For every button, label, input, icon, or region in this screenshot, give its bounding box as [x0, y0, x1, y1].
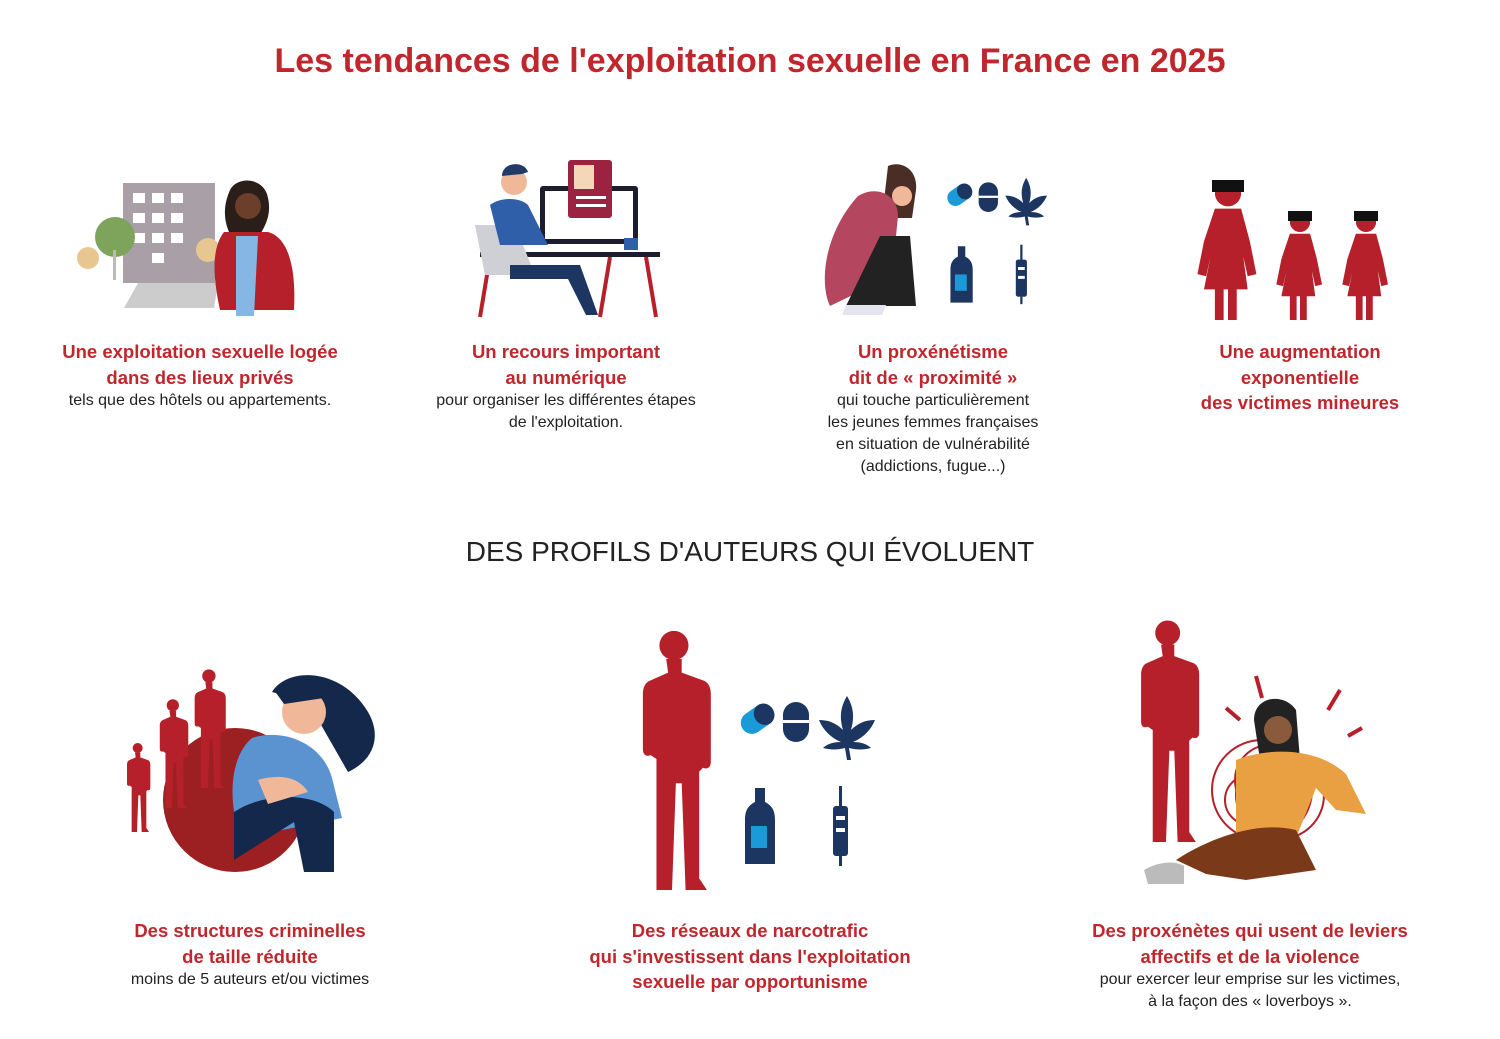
block-text-line: en situation de vulnérabilité: [836, 436, 1030, 453]
block-text-line: les jeunes femmes françaises: [827, 414, 1039, 431]
illustration-loverboys: [1141, 620, 1366, 884]
text-block: Des réseaux de narcotrafic qui s'investis…: [530, 918, 970, 995]
block-heading-line: dans des lieux privés: [106, 366, 294, 388]
text-block: Des structures criminelles de taille rédu…: [30, 918, 470, 991]
title: Les tendances de l'exploitation sexuelle…: [274, 42, 1226, 80]
block-text-line: (addictions, fugue...): [860, 458, 1006, 475]
block-heading-line: dit de « proximité »: [848, 366, 1018, 388]
section-title: DES PROFILS D'AUTEURS QUI ÉVOLUENT: [465, 536, 1035, 567]
text-block: Une augmentation exponentielle des victime…: [1080, 339, 1500, 416]
text-block: Un proxénétisme dit de « proximité » qui t…: [713, 339, 1153, 478]
block-heading-line: au numérique: [505, 366, 627, 388]
block-text-line: pour organiser les différentes étapes: [436, 392, 696, 409]
block-heading-line: Des réseaux de narcotrafic: [631, 920, 869, 941]
block-heading-line: Des structures criminelles: [134, 920, 366, 941]
illustration-narcotrafic: [642, 630, 875, 890]
block-heading-line: qui s'investissent dans l'exploitation: [589, 945, 911, 967]
text-block: Un recours important au numérique pour org…: [346, 339, 786, 434]
block-text-line: qui touche particulièrement: [836, 392, 1030, 409]
text-block: Des proxénètes qui usent de leviers affec…: [1030, 918, 1470, 1013]
block-text-line: moins de 5 auteurs et/ou victimes: [130, 971, 370, 988]
block-text-line: tels que des hôtels ou appartements.: [68, 392, 332, 409]
block-heading-line: de taille réduite: [182, 945, 318, 967]
illustration-proximity: [824, 164, 1047, 315]
block-heading-line: des victimes mineures: [1200, 392, 1400, 413]
block-heading-line: exponentielle: [1240, 366, 1360, 388]
block-heading-line: Un recours important: [471, 341, 661, 362]
illustration-private-places: [77, 180, 295, 316]
illustration-small-structures: [127, 669, 375, 872]
block-text-line: de l'exploitation.: [508, 414, 624, 431]
block-heading-line: Un proxénétisme: [857, 341, 1009, 362]
block-heading-line: Une augmentation: [1219, 341, 1381, 362]
block-text-line: pour exercer leur emprise sur les victim…: [1099, 971, 1401, 988]
block-heading-line: sexuelle par opportunisme: [632, 971, 868, 992]
block-heading-line: affectifs et de la violence: [1140, 945, 1360, 967]
illustration-minors: [1197, 180, 1388, 320]
block-text-line: à la façon des « loverboys ».: [1148, 993, 1352, 1010]
illustration-digital: [475, 160, 660, 318]
block-heading-line: Des proxénètes qui usent de leviers: [1092, 920, 1408, 941]
block-heading-line: Une exploitation sexuelle logée: [62, 341, 338, 362]
text-block: Une exploitation sexuelle logée dans des …: [0, 339, 420, 412]
